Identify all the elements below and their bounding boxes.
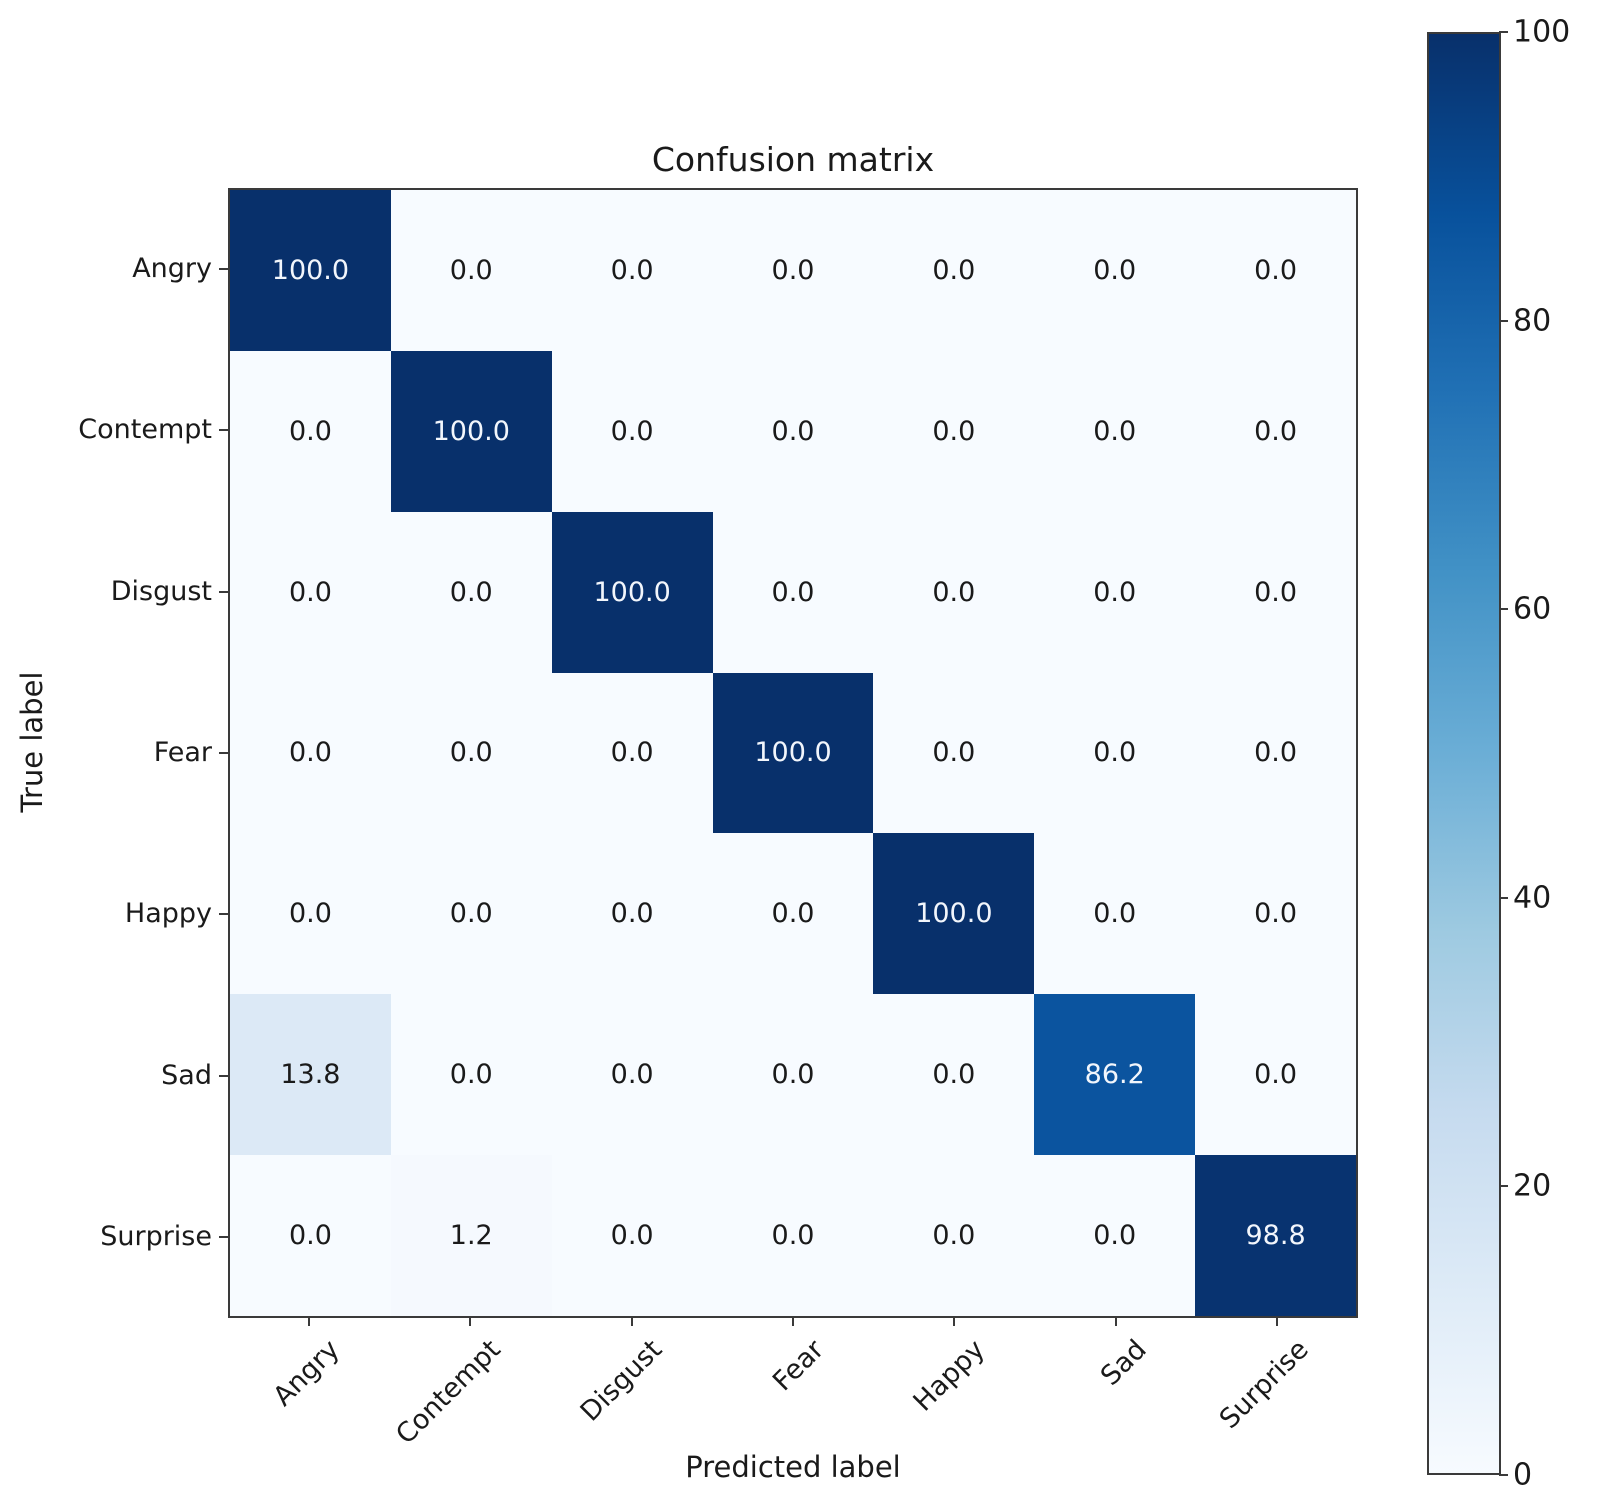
matrix-cell: 0.0	[390, 672, 552, 834]
colorbar-tick-mark	[1499, 608, 1508, 611]
matrix-cell: 0.0	[390, 190, 552, 351]
matrix-cell: 0.0	[551, 833, 713, 995]
x-tick-label: Fear	[766, 1334, 830, 1398]
x-tick-label: Happy	[907, 1334, 992, 1418]
x-tick-label: Surprise	[1213, 1334, 1315, 1435]
matrix-cell: 100.0	[551, 511, 713, 673]
matrix-cell: 0.0	[1195, 350, 1356, 512]
matrix-cell: 98.8	[1195, 1155, 1356, 1316]
matrix-cell: 0.0	[1034, 672, 1196, 834]
colorbar-tick-mark	[1499, 319, 1508, 322]
y-tick-label: Happy	[124, 898, 212, 930]
matrix-cell: 0.0	[1034, 833, 1196, 995]
x-tick-label: Contempt	[390, 1334, 508, 1451]
y-tick-mark	[219, 267, 228, 270]
matrix-cell: 0.0	[1195, 672, 1356, 834]
colorbar-tick-mark	[1499, 1185, 1508, 1188]
matrix-cell: 0.0	[873, 511, 1035, 673]
matrix-cell: 0.0	[230, 511, 391, 673]
colorbar-tick-label: 20	[1513, 1168, 1552, 1204]
matrix-cell: 100.0	[712, 672, 874, 834]
y-tick-label: Contempt	[78, 414, 212, 446]
y-tick-mark	[219, 429, 228, 432]
y-tick-label: Sad	[161, 1059, 212, 1091]
x-tick-label: Angry	[267, 1334, 346, 1413]
x-tick-label: Disgust	[574, 1334, 669, 1428]
colorbar-tick-mark	[1499, 31, 1508, 33]
matrix-cell: 0.0	[551, 190, 713, 351]
matrix-cell: 0.0	[712, 350, 874, 512]
matrix-cell: 100.0	[390, 350, 552, 512]
y-tick-mark	[219, 752, 228, 754]
matrix-cell: 0.0	[390, 994, 552, 1156]
y-tick-mark	[219, 913, 228, 916]
matrix-cell: 0.0	[230, 833, 391, 995]
matrix-cell: 0.0	[1195, 511, 1356, 673]
y-tick-label: Fear	[153, 737, 212, 768]
matrix-cell: 0.0	[1195, 190, 1356, 351]
matrix-cell: 100.0	[873, 833, 1035, 995]
matrix-cell: 0.0	[1195, 833, 1356, 995]
matrix-cell: 0.0	[712, 1155, 874, 1316]
colorbar-tick-label: 40	[1513, 880, 1552, 916]
colorbar-tick-label: 60	[1513, 591, 1552, 627]
matrix-cell: 0.0	[551, 1155, 713, 1316]
y-tick-label: Angry	[132, 252, 212, 284]
matrix-cell: 0.0	[1034, 190, 1196, 351]
matrix-cell: 0.0	[873, 350, 1035, 512]
x-tick-mark	[469, 1318, 472, 1326]
matrix-cell: 0.0	[230, 1155, 391, 1316]
colorbar-tick-label: 80	[1513, 303, 1552, 339]
matrix-cell: 13.8	[230, 994, 391, 1156]
x-axis-title: Predicted label	[685, 1450, 901, 1484]
y-tick-label: Surprise	[100, 1221, 212, 1253]
x-tick-mark	[1276, 1318, 1279, 1326]
colorbar-tick-mark	[1499, 896, 1508, 899]
x-tick-mark	[307, 1318, 310, 1326]
colorbar-tick-label: 100	[1513, 14, 1571, 50]
matrix-cell: 0.0	[1034, 1155, 1196, 1316]
matrix-cell: 0.0	[390, 511, 552, 673]
matrix-cell: 0.0	[230, 350, 391, 512]
matrix-cell: 86.2	[1034, 994, 1196, 1156]
matrix-cell: 0.0	[873, 1155, 1035, 1316]
y-tick-mark	[219, 1236, 228, 1239]
x-tick-mark	[1114, 1318, 1117, 1326]
matrix-cell: 0.0	[390, 833, 552, 995]
y-tick-mark	[219, 590, 228, 593]
colorbar-tick-label: 0	[1513, 1457, 1533, 1493]
x-tick-mark	[953, 1318, 956, 1326]
matrix-cell: 0.0	[712, 833, 874, 995]
colorbar-tick-mark	[1499, 1474, 1508, 1476]
chart-title: Confusion matrix	[651, 140, 935, 179]
y-axis-title: True label	[15, 671, 49, 813]
matrix-cell: 0.0	[873, 672, 1035, 834]
matrix-cell: 0.0	[551, 672, 713, 834]
matrix-cell: 0.0	[1034, 511, 1196, 673]
matrix-cell: 0.0	[1034, 350, 1196, 512]
x-tick-label: Sad	[1094, 1334, 1153, 1392]
x-tick-mark	[630, 1318, 633, 1326]
matrix-cell: 0.0	[230, 672, 391, 834]
matrix-cell: 0.0	[712, 190, 874, 351]
matrix-cell: 0.0	[551, 350, 713, 512]
matrix-cell: 0.0	[873, 994, 1035, 1156]
y-tick-mark	[219, 1074, 228, 1077]
matrix-cell: 0.0	[712, 511, 874, 673]
y-tick-label: Disgust	[110, 575, 212, 607]
matrix-cell: 1.2	[390, 1155, 552, 1316]
matrix-cell: 0.0	[712, 994, 874, 1156]
matrix-cell: 0.0	[551, 994, 713, 1156]
colorbar	[1427, 32, 1501, 1475]
heatmap-grid: 100.0 0.0 0.0 0.0 0.0 0.0 0.0 0.0 100.0 0.0 0.0 0.0…	[228, 188, 1358, 1318]
matrix-cell: 0.0	[1195, 994, 1356, 1156]
matrix-cell: 0.0	[873, 190, 1035, 351]
x-tick-mark	[792, 1318, 794, 1326]
matrix-cell: 100.0	[230, 190, 391, 351]
